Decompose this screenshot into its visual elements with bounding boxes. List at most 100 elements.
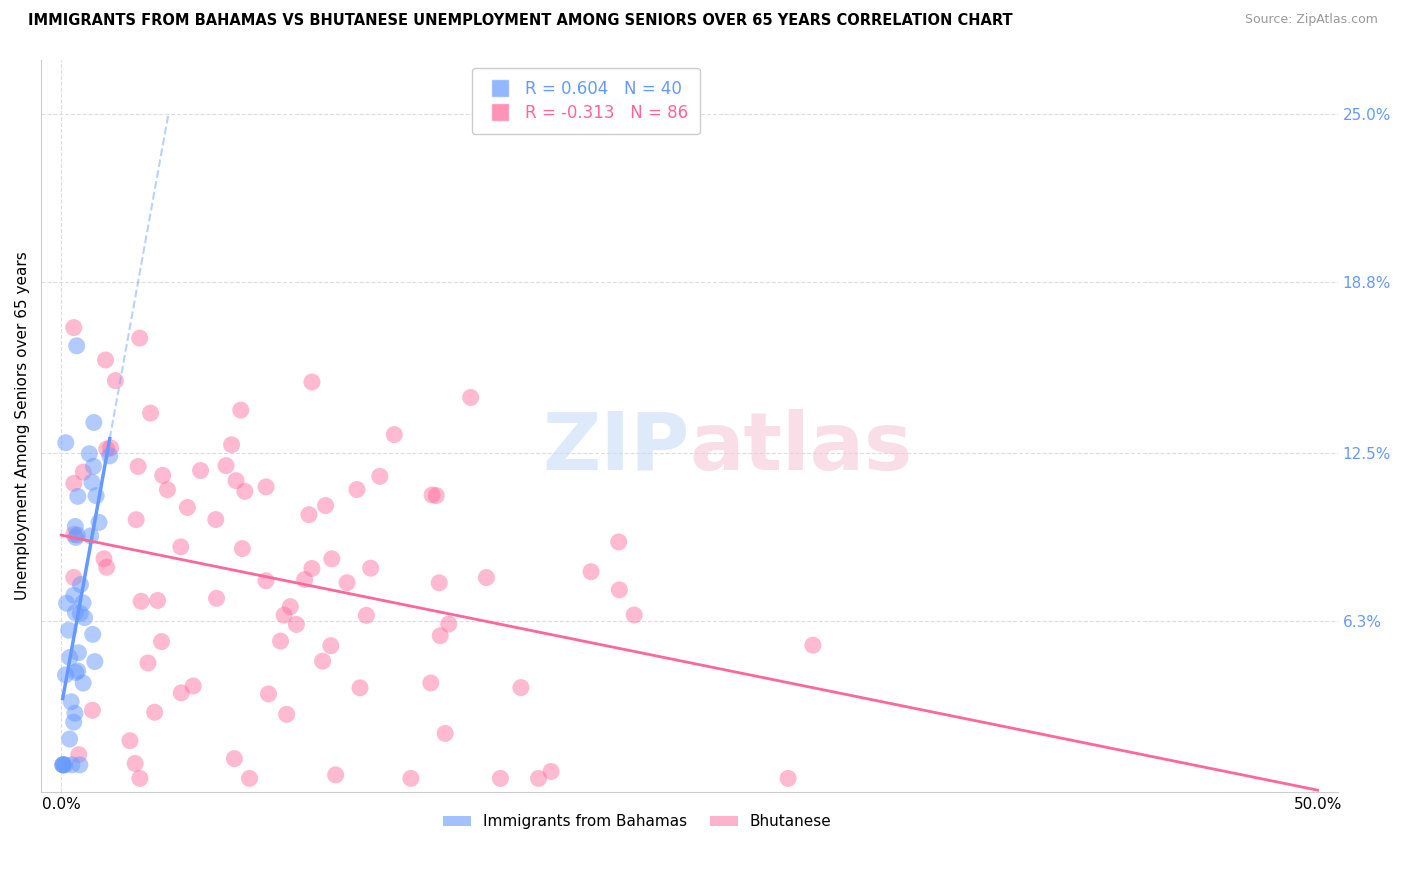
Point	[181, 679, 204, 693]
Point	[434, 726, 457, 740]
Point	[67, 646, 90, 660]
Point	[176, 500, 198, 515]
Point	[278, 599, 301, 614]
Point	[79, 447, 101, 461]
Point	[83, 655, 105, 669]
Point	[55, 596, 77, 610]
Point	[96, 560, 118, 574]
Point	[63, 706, 86, 721]
Point	[53, 757, 76, 772]
Point	[778, 772, 800, 786]
Point	[128, 331, 150, 345]
Point	[82, 703, 104, 717]
Point	[336, 575, 359, 590]
Point	[66, 664, 89, 678]
Point	[69, 757, 91, 772]
Point	[294, 573, 316, 587]
Point	[80, 529, 103, 543]
Point	[69, 607, 91, 621]
Point	[475, 571, 498, 585]
Point	[65, 530, 87, 544]
Legend: Immigrants from Bahamas, Bhutanese: Immigrants from Bahamas, Bhutanese	[437, 808, 838, 836]
Text: atlas: atlas	[689, 409, 912, 487]
Point	[427, 575, 450, 590]
Point	[139, 406, 162, 420]
Point	[801, 638, 824, 652]
Point	[59, 732, 82, 747]
Point	[82, 627, 104, 641]
Point	[204, 512, 226, 526]
Point	[420, 488, 443, 502]
Point	[128, 772, 150, 786]
Point	[66, 528, 89, 542]
Point	[96, 442, 118, 456]
Point	[100, 441, 122, 455]
Point	[65, 665, 87, 680]
Point	[607, 535, 630, 549]
Text: Source: ZipAtlas.com: Source: ZipAtlas.com	[1244, 13, 1378, 27]
Point	[60, 695, 83, 709]
Point	[301, 375, 323, 389]
Point	[315, 499, 337, 513]
Point	[527, 772, 550, 786]
Point	[419, 676, 441, 690]
Point	[190, 464, 212, 478]
Point	[83, 459, 105, 474]
Point	[58, 624, 80, 638]
Point	[72, 676, 94, 690]
Point	[623, 607, 645, 622]
Point	[356, 608, 378, 623]
Point	[319, 639, 342, 653]
Point	[65, 519, 87, 533]
Point	[73, 610, 96, 624]
Point	[156, 483, 179, 497]
Point	[609, 582, 631, 597]
Point	[489, 772, 512, 786]
Point	[118, 733, 141, 747]
Point	[62, 476, 84, 491]
Point	[254, 480, 277, 494]
Point	[65, 606, 87, 620]
Point	[62, 715, 84, 730]
Point	[225, 474, 247, 488]
Point	[399, 772, 422, 786]
Point	[60, 757, 83, 772]
Point	[368, 469, 391, 483]
Point	[52, 757, 75, 772]
Point	[231, 541, 253, 556]
Point	[540, 764, 562, 779]
Point	[87, 516, 110, 530]
Point	[276, 707, 298, 722]
Point	[125, 513, 148, 527]
Point	[63, 588, 86, 602]
Point	[55, 668, 77, 682]
Point	[83, 416, 105, 430]
Point	[62, 570, 84, 584]
Point	[72, 596, 94, 610]
Point	[298, 508, 321, 522]
Point	[382, 427, 405, 442]
Point	[84, 489, 107, 503]
Point	[425, 489, 447, 503]
Point	[233, 484, 256, 499]
Point	[143, 705, 166, 719]
Point	[273, 608, 295, 623]
Text: IMMIGRANTS FROM BAHAMAS VS BHUTANESE UNEMPLOYMENT AMONG SENIORS OVER 65 YEARS CO: IMMIGRANTS FROM BAHAMAS VS BHUTANESE UNE…	[28, 13, 1012, 29]
Point	[62, 527, 84, 541]
Point	[55, 435, 77, 450]
Point	[301, 561, 323, 575]
Point	[349, 681, 371, 695]
Point	[254, 574, 277, 588]
Point	[67, 747, 90, 762]
Point	[146, 593, 169, 607]
Point	[257, 687, 280, 701]
Point	[229, 403, 252, 417]
Point	[80, 475, 103, 490]
Point	[52, 757, 75, 772]
Y-axis label: Unemployment Among Seniors over 65 years: Unemployment Among Seniors over 65 years	[15, 252, 30, 600]
Point	[460, 391, 482, 405]
Point	[311, 654, 333, 668]
Point	[72, 465, 94, 479]
Point	[152, 468, 174, 483]
Point	[224, 751, 246, 765]
